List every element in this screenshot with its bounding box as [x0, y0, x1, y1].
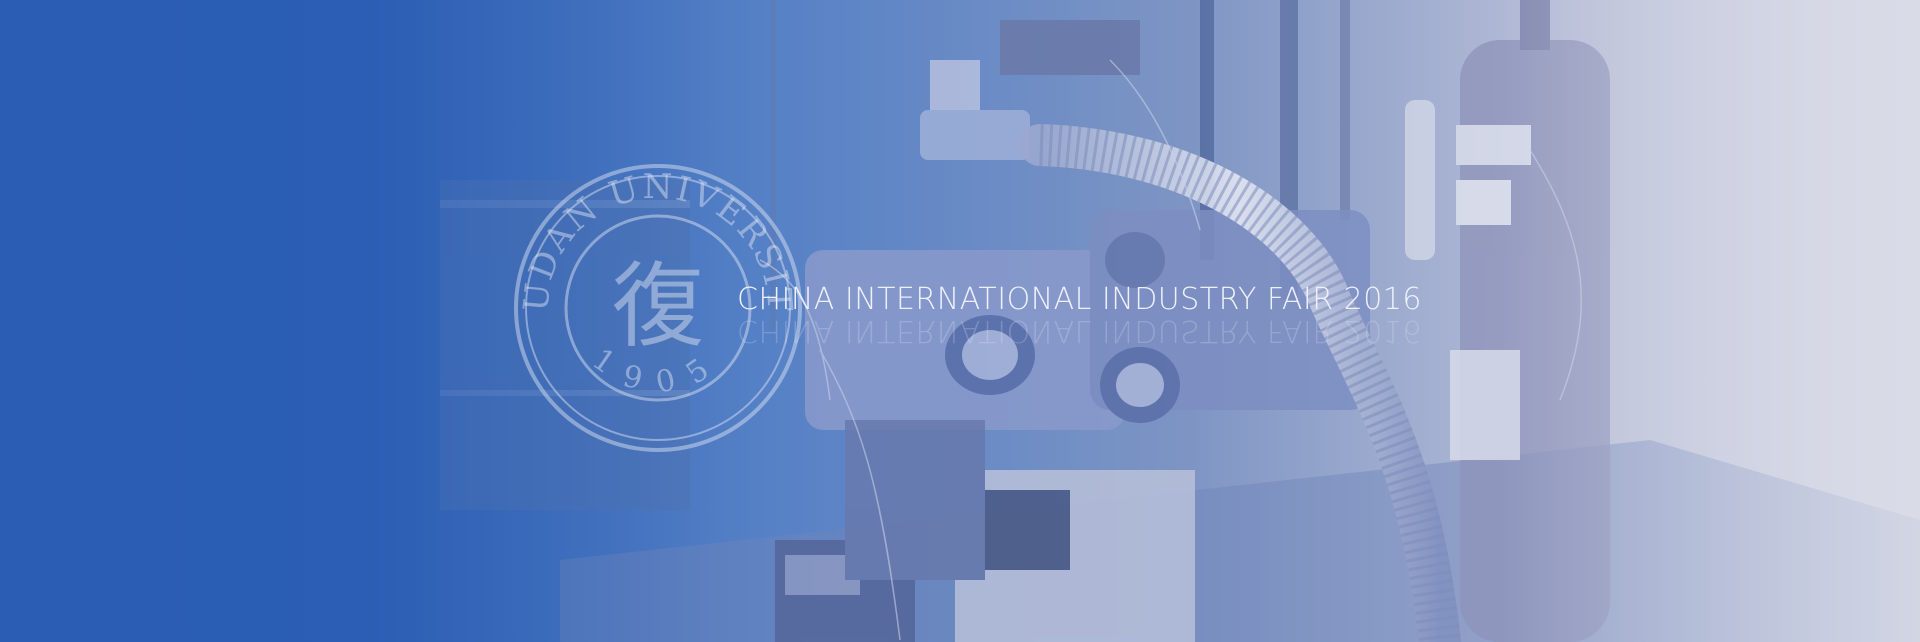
svg-text:復: 復	[612, 253, 704, 360]
title-block: CHINA INTERNATIONAL INDUSTRY FAIR 2016 C…	[737, 282, 1422, 348]
banner-title: CHINA INTERNATIONAL INDUSTRY FAIR 2016	[737, 282, 1423, 317]
banner-title-reflection: CHINA INTERNATIONAL INDUSTRY FAIR 2016	[737, 313, 1423, 348]
fudan-university-seal-logo: FUDAN UNIVERSITY 1905 復	[508, 158, 802, 452]
